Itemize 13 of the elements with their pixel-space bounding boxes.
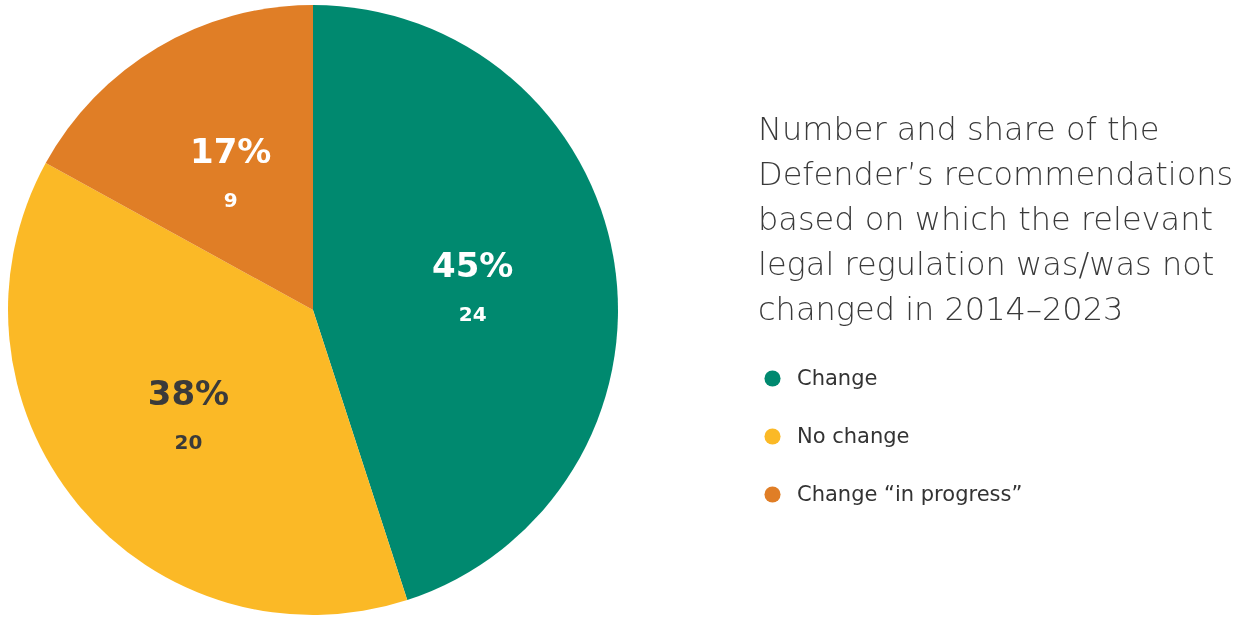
text: Number and share of the Defender’s recommendations based on which the relevant legal regulation was/was not changed in 2014–2023 (758, 110, 1234, 328)
pie-slice (45, 5, 313, 310)
legend-label: No change (797, 423, 910, 448)
data-label: 17% (190, 130, 272, 171)
text: 24 (458, 301, 487, 326)
pie-slice (8, 163, 408, 615)
legend-label: Change (797, 365, 878, 390)
text: 9 (223, 187, 238, 212)
text: 20 (174, 430, 203, 455)
pie-slice (313, 5, 618, 601)
data-label: 45% (431, 244, 514, 285)
data-label: 38% (147, 373, 230, 414)
legend-label: Change “in progress” (797, 481, 1023, 506)
